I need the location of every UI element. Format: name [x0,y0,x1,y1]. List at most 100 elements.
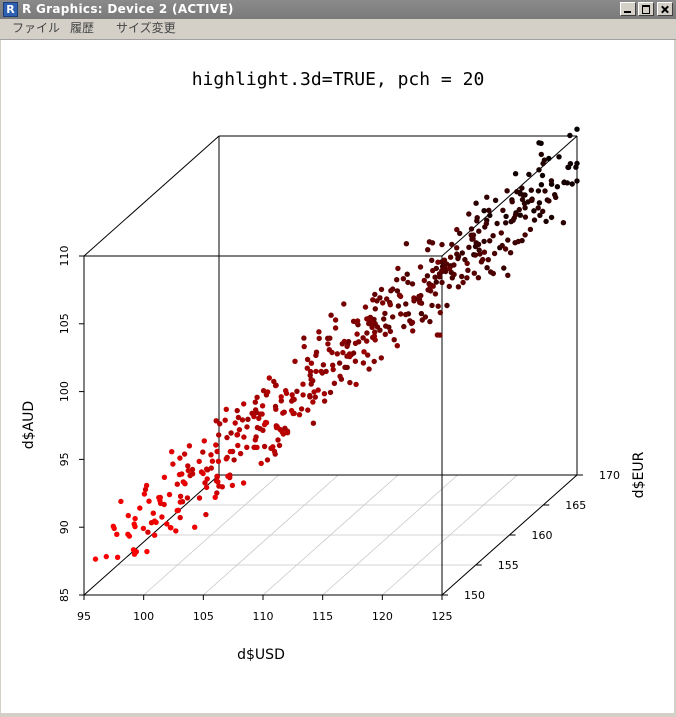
data-point [499,242,505,249]
data-point [372,337,378,343]
data-point [347,353,353,360]
data-point [490,233,496,239]
data-point [284,430,291,436]
data-point [177,455,183,461]
data-point [491,250,498,257]
data-point [554,184,561,190]
data-point [372,306,378,312]
data-point [404,271,410,277]
data-point [329,349,335,356]
data-point [144,548,150,555]
data-point [536,200,543,206]
data-point [166,491,173,498]
data-point [192,524,198,530]
data-point [237,450,244,457]
data-point [141,491,148,497]
x-tick-label: 110 [253,610,274,623]
z-tick-label: 110 [58,246,71,267]
data-point [417,264,424,270]
data-point [350,318,357,324]
z-tick-label: 95 [58,452,71,466]
data-point [454,251,460,257]
data-point [313,352,319,359]
data-point [436,274,443,280]
data-point [382,331,388,337]
data-point [228,430,234,436]
data-point [419,317,425,323]
data-point [397,293,404,300]
data-point [126,533,133,539]
data-point [224,434,230,441]
data-point [292,358,298,364]
data-point [514,189,520,195]
data-point [429,302,435,309]
menu-file[interactable]: ファイル [12,21,61,35]
data-point [543,218,549,225]
data-point [231,457,237,463]
data-point [380,300,386,306]
data-point [177,493,184,499]
data-point [447,254,454,260]
data-point [466,244,472,250]
data-point [200,470,206,477]
data-point [421,277,427,284]
data-point [437,309,443,316]
data-point [304,365,310,371]
data-point [260,427,266,433]
data-point [208,452,214,458]
data-point [213,442,219,448]
data-point [439,268,445,274]
data-point [539,172,546,179]
data-point [301,335,307,341]
data-point [565,164,572,171]
data-point [459,273,465,280]
data-point [187,472,193,479]
data-point [254,424,261,431]
data-point [307,394,313,400]
data-point [215,458,222,464]
data-point [473,240,479,246]
data-point [434,332,441,338]
data-point [486,207,492,213]
maximize-button[interactable] [638,2,654,16]
data-point [505,237,511,243]
title-bar[interactable]: R R Graphics: Device 2 (ACTIVE) [0,0,676,19]
data-point [164,521,170,527]
data-point [498,230,504,236]
minimize-button[interactable] [620,2,636,16]
menu-resize[interactable]: サイズ変更 [116,21,176,35]
data-point [481,249,488,255]
data-point [451,262,457,268]
data-point [360,335,366,341]
data-point [225,473,231,479]
close-button[interactable] [657,2,673,16]
data-point [185,463,191,469]
data-point [288,407,295,414]
z-tick-label: 85 [58,588,71,602]
data-point [487,212,493,219]
data-point [546,155,552,162]
data-point [168,525,174,531]
data-point [169,449,175,455]
data-point [574,178,580,184]
data-point [342,364,348,370]
data-point [464,260,470,267]
data-point [222,417,228,423]
z-tick-label: 105 [58,313,71,334]
data-point [200,449,206,455]
data-point [432,274,438,280]
data-point [256,415,262,422]
data-point [505,272,511,278]
data-point [553,194,559,201]
menu-history[interactable]: 履歴 [70,21,95,35]
data-point [137,505,143,511]
data-point [245,416,251,422]
x-axis-label: d$USD [237,647,285,663]
data-point [364,338,370,344]
data-point [460,279,466,286]
data-point [484,194,490,200]
data-point [519,196,526,203]
data-point [398,311,404,317]
data-point [328,312,334,318]
data-point [430,267,436,274]
